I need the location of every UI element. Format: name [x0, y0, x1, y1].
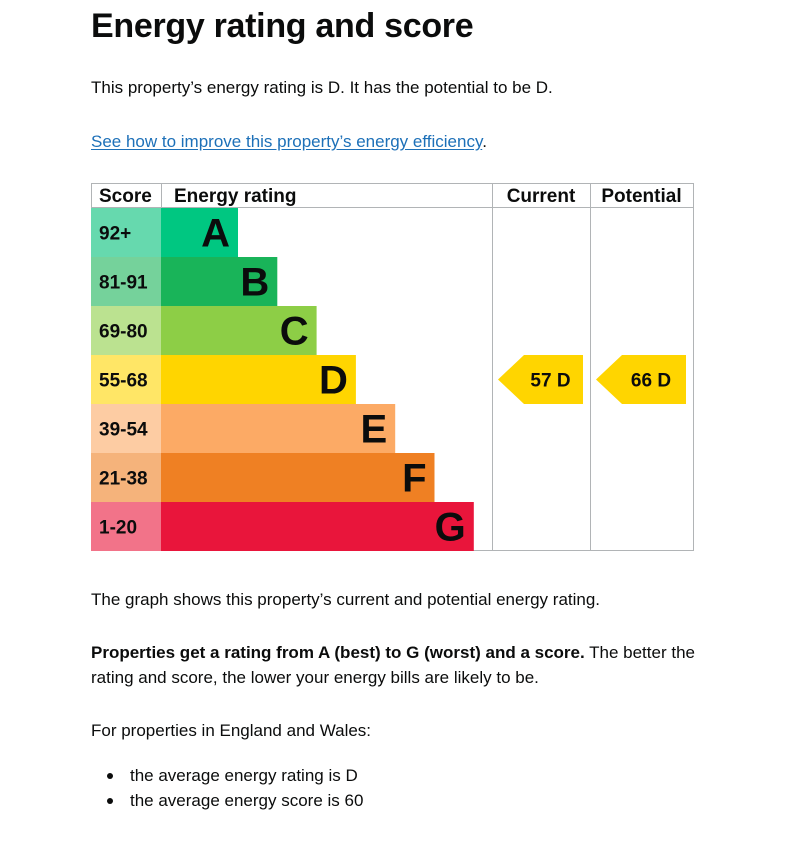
rating-bar-b [161, 257, 278, 306]
rating-bar-c [161, 306, 317, 355]
score-cell-e [91, 404, 161, 453]
score-range-f: 21-38 [99, 469, 148, 490]
energy-rating-chart: Score Energy rating Current Potential 92+ A 81… [91, 183, 694, 556]
current-rating-arrow [498, 355, 583, 404]
rating-explanation-bold: Properties get a rating from A (best) to… [91, 643, 585, 662]
score-range-d: 55-68 [99, 371, 148, 392]
score-range-g: 1-20 [99, 518, 137, 539]
score-cell-a [91, 208, 161, 257]
header-potential: Potential [601, 186, 681, 207]
rating-letter-b: B [240, 261, 269, 305]
rating-letter-g: G [435, 506, 466, 550]
header-current: Current [507, 186, 576, 207]
header-energy-rating: Energy rating [174, 186, 296, 207]
score-range-a: 92+ [99, 224, 131, 245]
score-cell-c [91, 306, 161, 355]
rating-letter-d: D [319, 359, 348, 403]
rating-letter-f: F [402, 457, 426, 501]
score-range-e: 39-54 [99, 420, 148, 441]
score-cell-b [91, 257, 161, 306]
score-cell-f [91, 453, 161, 502]
rating-summary: This property’s energy rating is D. It h… [91, 78, 553, 97]
list-item: the average energy score is 60 [106, 788, 363, 813]
rating-explanation: Properties get a rating from A (best) to… [91, 640, 701, 690]
potential-rating-arrow [596, 355, 686, 404]
rating-letter-c: C [280, 310, 309, 354]
score-cell-g [91, 502, 161, 551]
list-item: the average energy rating is D [106, 763, 363, 788]
rating-explanation-rest: The better the rating and score, the low… [91, 643, 695, 687]
rating-bar-g [161, 502, 474, 551]
rating-bar-e [161, 404, 396, 453]
rating-bar-d [161, 355, 356, 404]
page-title: Energy rating and score [91, 7, 474, 45]
rating-letter-a: A [201, 212, 230, 256]
rating-letter-e: E [361, 408, 388, 452]
potential-rating-label: 66 D [631, 371, 671, 392]
score-range-b: 81-91 [99, 273, 148, 294]
improve-paragraph: See how to improve this property’s energ… [91, 129, 487, 154]
header-score: Score [99, 186, 152, 207]
current-rating-label: 57 D [530, 371, 570, 392]
rating-bar-a [161, 208, 238, 257]
score-range-c: 69-80 [99, 322, 148, 343]
improve-efficiency-link[interactable]: See how to improve this property’s energ… [91, 132, 483, 151]
graph-description: The graph shows this property’s current … [91, 590, 601, 609]
link-suffix: . [482, 132, 487, 151]
score-cell-d [91, 355, 161, 404]
averages-list: the average energy rating is D the avera… [91, 763, 363, 813]
rating-bar-f [161, 453, 435, 502]
region-intro: For properties in England and Wales: [91, 721, 372, 740]
